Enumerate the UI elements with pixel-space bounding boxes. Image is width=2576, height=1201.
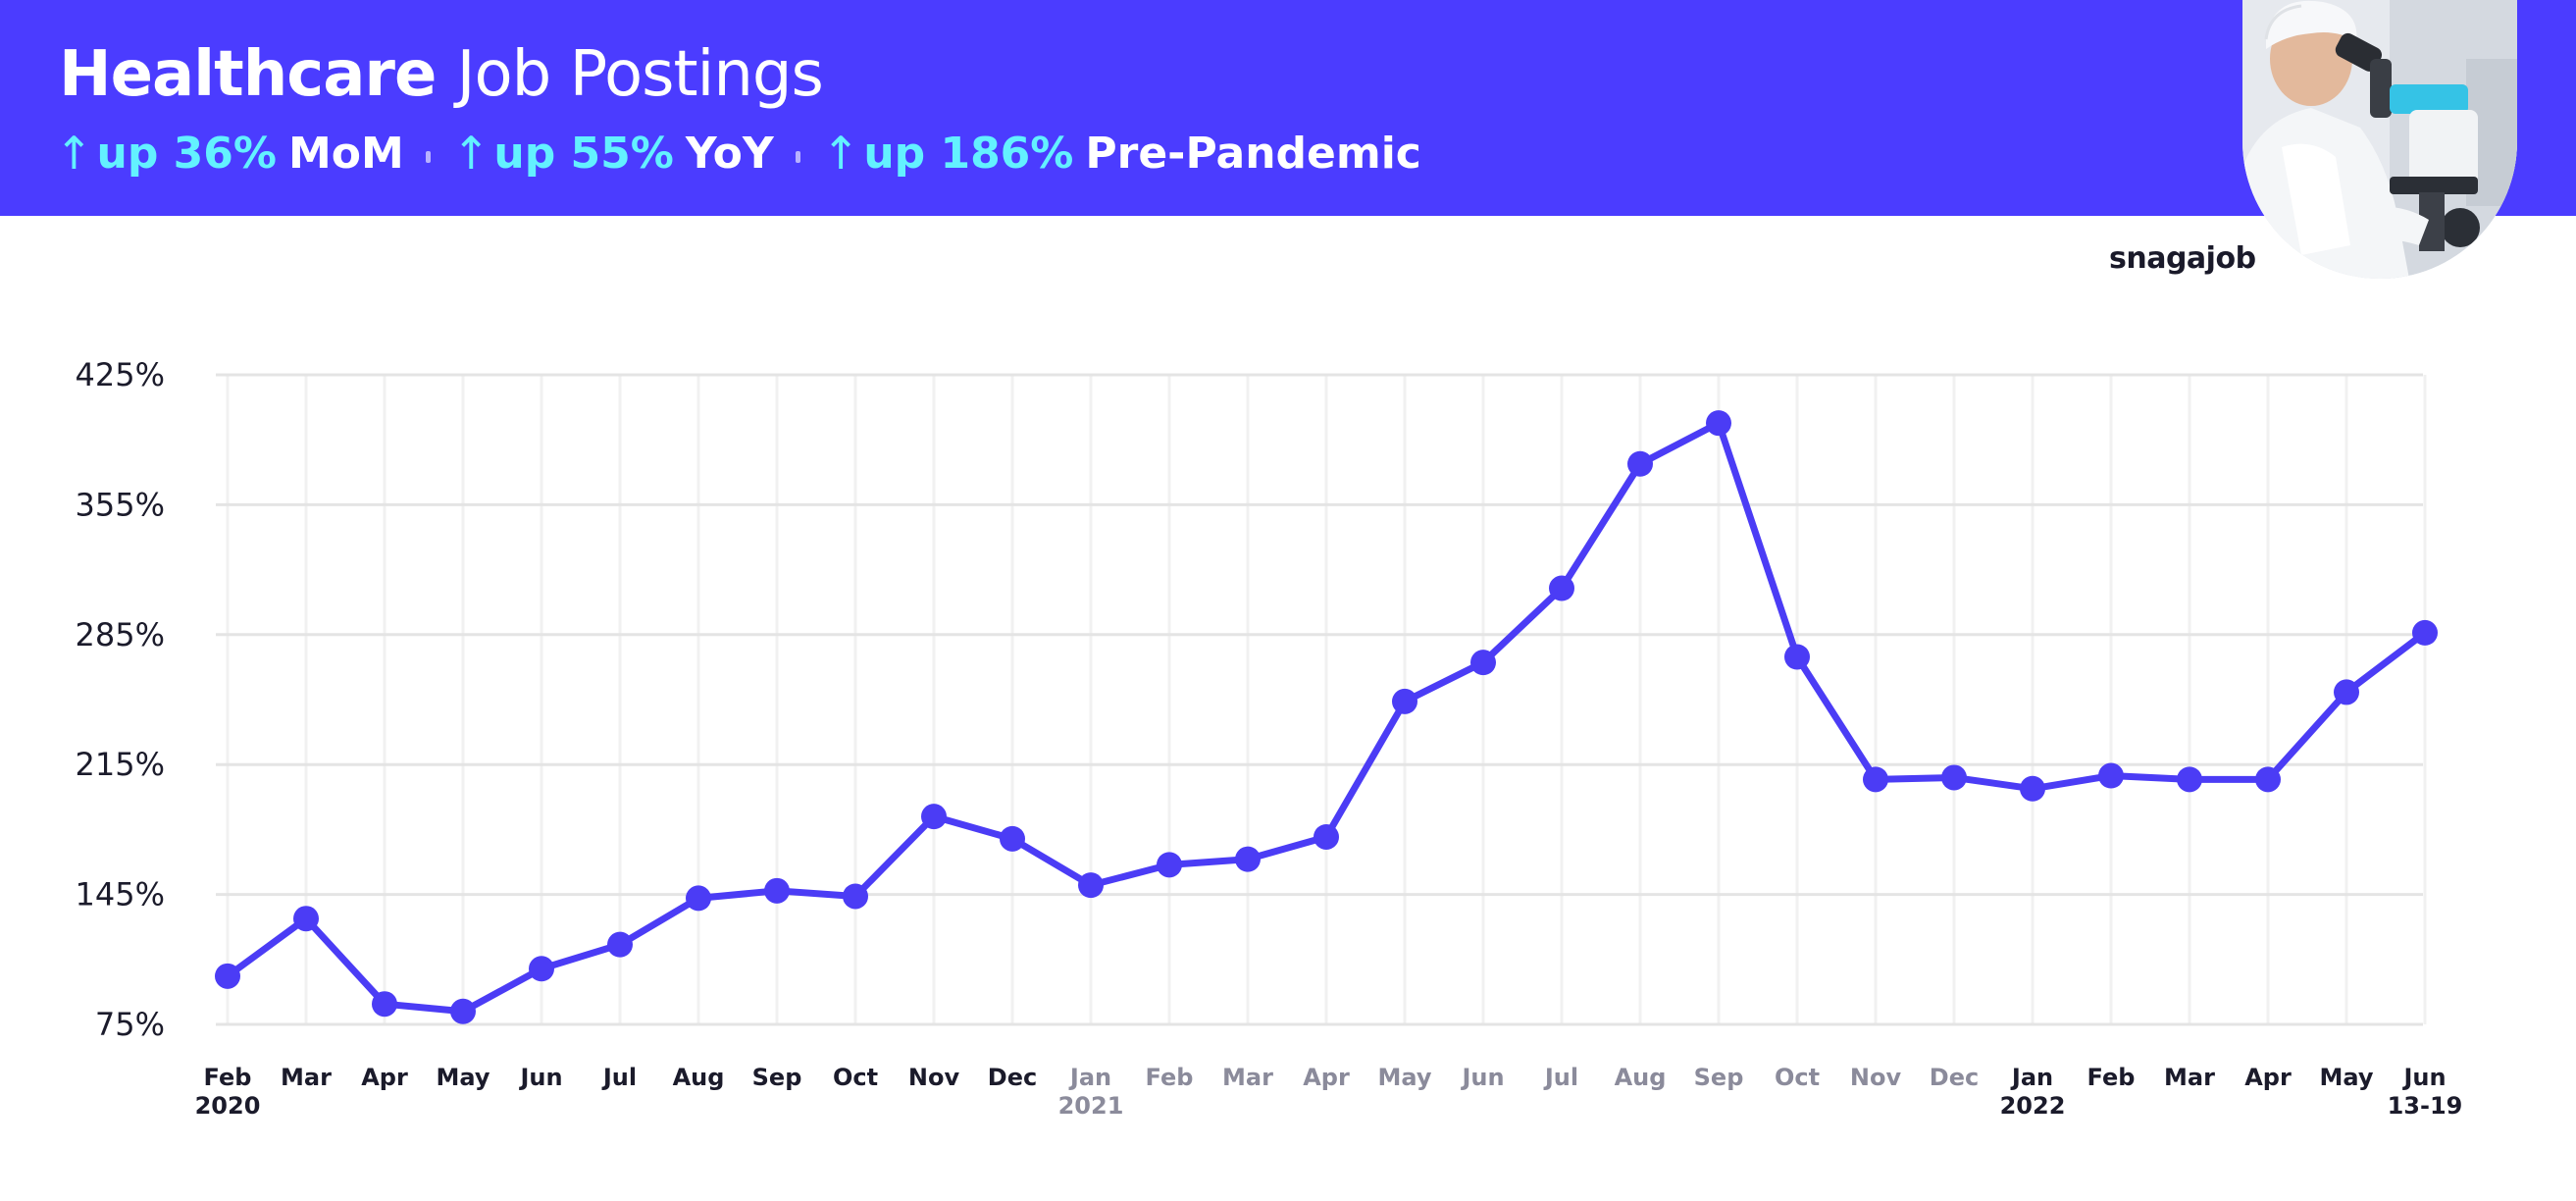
x-tick-year: 2022 (2000, 1092, 2066, 1120)
up-arrow-icon: ↑ (821, 127, 860, 180)
stat-yoy: ↑ up 55% YoY (452, 127, 774, 180)
data-point (1314, 823, 1339, 850)
brand-logo: snagajob (2109, 241, 2256, 276)
x-tick-month: Sep (1694, 1064, 1744, 1091)
data-point (215, 963, 240, 989)
header-banner: Healthcare Job Postings ↑ up 36% MoM ↑ u… (0, 0, 2576, 216)
x-tick-month: Aug (1615, 1064, 1667, 1091)
data-point (2177, 766, 2202, 793)
y-tick-label: 215% (76, 746, 165, 783)
data-point (2334, 679, 2359, 705)
x-tick-month: Apr (361, 1064, 408, 1091)
data-point (529, 956, 554, 982)
x-tick-month: Feb (204, 1064, 252, 1091)
data-point (1235, 846, 1261, 872)
x-tick-month: Mar (281, 1064, 332, 1091)
x-tick-year: 13-19 (2388, 1092, 2463, 1120)
y-axis-ticks: 425% 355% 285% 215% 145% 75% (76, 356, 165, 1043)
scientist-microscope-photo (2242, 0, 2517, 279)
stat-label: MoM (288, 128, 404, 179)
x-tick-month: May (437, 1064, 490, 1091)
stat-mom: ↑ up 36% MoM (55, 127, 404, 180)
x-tick-month: Nov (908, 1064, 960, 1091)
x-tick-month: Dec (988, 1064, 1037, 1091)
x-tick-month: Jul (1543, 1064, 1578, 1091)
x-tick-month: Jun (518, 1064, 562, 1091)
data-point (293, 906, 319, 932)
x-tick-month: Sep (752, 1064, 802, 1091)
stat-value: up 55% (493, 128, 674, 179)
x-tick-month: Apr (1303, 1064, 1350, 1091)
data-point (607, 931, 633, 958)
up-arrow-icon: ↑ (451, 127, 490, 180)
x-tick-month: Jun (1460, 1064, 1504, 1091)
x-tick-month: May (2320, 1064, 2374, 1091)
x-tick-month: Apr (2244, 1064, 2292, 1091)
x-tick-month: Oct (833, 1064, 878, 1091)
y-tick-label: 425% (76, 356, 165, 393)
data-point (686, 885, 711, 912)
stat-value: up 36% (96, 128, 278, 179)
x-tick-month: Feb (2087, 1064, 2136, 1091)
up-arrow-icon: ↑ (55, 127, 93, 180)
x-tick-month: Jul (601, 1064, 637, 1091)
page-title: Healthcare Job Postings (59, 35, 824, 114)
data-point (1706, 410, 1731, 437)
stat-label: Pre-Pandemic (1085, 128, 1421, 179)
data-point (2020, 775, 2045, 802)
data-point (450, 998, 476, 1024)
data-point (1470, 650, 1496, 676)
x-tick-month: Jan (1068, 1064, 1111, 1091)
data-point (2255, 766, 2281, 793)
data-point (372, 991, 397, 1018)
title-bold: Healthcare (59, 38, 437, 111)
x-tick-month: May (1378, 1064, 1432, 1091)
title-light: Job Postings (456, 38, 824, 111)
stats-row: ↑ up 36% MoM ↑ up 55% YoY ↑ up 186% Pre-… (55, 122, 1421, 184)
data-point (1549, 575, 1574, 601)
x-tick-month: Jan (2010, 1064, 2053, 1091)
series-healthcare (215, 410, 2438, 1024)
data-point (1941, 764, 1967, 791)
x-tick-month: Feb (1146, 1064, 1194, 1091)
stat-value: up 186% (863, 128, 1074, 179)
data-point (843, 883, 868, 910)
x-tick-month: Dec (1930, 1064, 1979, 1091)
data-point (1784, 644, 1810, 670)
y-tick-label: 145% (76, 876, 165, 914)
separator-dot (795, 151, 800, 163)
x-tick-month: Mar (2164, 1064, 2215, 1091)
data-point (1157, 852, 1182, 878)
data-point (2098, 762, 2124, 789)
stat-label: YoY (685, 128, 774, 179)
data-point (1078, 872, 1104, 899)
grid (216, 373, 2427, 1026)
data-point (2412, 619, 2438, 646)
data-point (1627, 450, 1653, 477)
x-tick-year: 2020 (195, 1092, 261, 1120)
data-point (921, 804, 947, 830)
separator-dot (425, 151, 431, 163)
data-point (1392, 688, 1417, 714)
x-tick-year: 2021 (1058, 1092, 1124, 1120)
x-tick-month: Jun (2401, 1064, 2446, 1091)
data-point (1000, 825, 1025, 852)
photo-illustration (2242, 0, 2517, 279)
x-tick-month: Nov (1850, 1064, 1902, 1091)
data-point (1863, 766, 1888, 793)
stat-pre-pandemic: ↑ up 186% Pre-Pandemic (822, 127, 1421, 180)
x-tick-month: Oct (1775, 1064, 1820, 1091)
x-tick-month: Aug (673, 1064, 725, 1091)
y-tick-label: 75% (95, 1006, 165, 1043)
y-tick-label: 355% (76, 486, 165, 523)
y-tick-label: 285% (76, 616, 165, 653)
x-tick-month: Mar (1222, 1064, 1273, 1091)
data-point (764, 877, 790, 904)
